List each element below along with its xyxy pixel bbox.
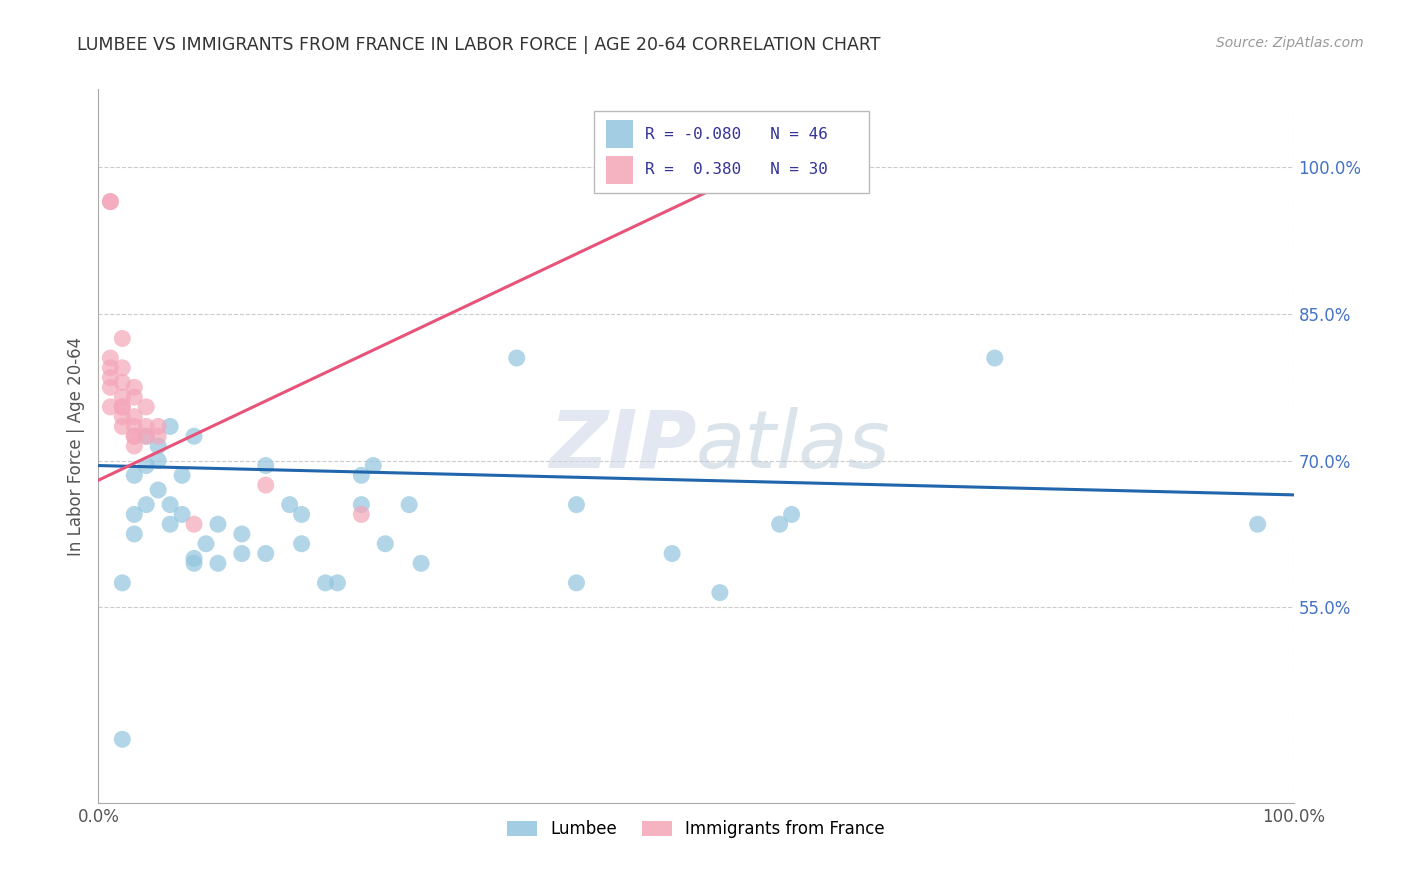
Point <box>350 498 373 512</box>
Point <box>148 419 170 434</box>
Point <box>111 400 134 414</box>
Point <box>148 429 170 443</box>
Point <box>124 527 146 541</box>
Point <box>398 498 420 512</box>
Point <box>291 537 314 551</box>
Point <box>98 370 122 384</box>
Point <box>148 439 170 453</box>
Point <box>135 498 157 512</box>
FancyBboxPatch shape <box>606 155 633 184</box>
Legend: Lumbee, Immigrants from France: Lumbee, Immigrants from France <box>501 814 891 845</box>
Point <box>111 732 134 747</box>
Text: LUMBEE VS IMMIGRANTS FROM FRANCE IN LABOR FORCE | AGE 20-64 CORRELATION CHART: LUMBEE VS IMMIGRANTS FROM FRANCE IN LABO… <box>77 36 880 54</box>
Point <box>326 575 349 590</box>
Point <box>135 419 157 434</box>
Y-axis label: In Labor Force | Age 20-64: In Labor Force | Age 20-64 <box>66 336 84 556</box>
Point <box>148 453 170 467</box>
Point <box>124 429 146 443</box>
Point <box>159 498 181 512</box>
Point <box>172 468 194 483</box>
Point <box>124 409 146 424</box>
Point <box>350 468 373 483</box>
Point <box>172 508 194 522</box>
Point <box>135 429 157 443</box>
Point <box>98 194 122 209</box>
Point <box>506 351 529 365</box>
Point <box>291 508 314 522</box>
Point <box>111 575 134 590</box>
Point <box>135 429 157 443</box>
Point <box>254 547 277 561</box>
Point <box>98 351 122 365</box>
Point <box>111 331 134 345</box>
Point <box>363 458 385 473</box>
Point <box>135 400 157 414</box>
Point <box>98 194 122 209</box>
Point <box>111 400 134 414</box>
Text: R = -0.080   N = 46: R = -0.080 N = 46 <box>644 127 828 142</box>
Point <box>111 376 134 390</box>
Text: ZIP: ZIP <box>548 407 696 485</box>
Point <box>661 547 683 561</box>
Point <box>98 360 122 375</box>
Point <box>111 409 134 424</box>
Point <box>565 498 588 512</box>
Point <box>709 585 731 599</box>
Point <box>183 557 205 571</box>
FancyBboxPatch shape <box>595 111 869 193</box>
Point <box>111 360 134 375</box>
Point <box>183 551 205 566</box>
Point <box>231 547 253 561</box>
Point <box>374 537 396 551</box>
Point <box>1247 517 1270 532</box>
Point <box>98 400 122 414</box>
Point <box>780 508 803 522</box>
Point <box>183 517 205 532</box>
Point <box>159 419 181 434</box>
Text: R =  0.380   N = 30: R = 0.380 N = 30 <box>644 162 828 178</box>
Point <box>207 557 229 571</box>
Point <box>124 468 146 483</box>
Point <box>111 390 134 404</box>
Point <box>98 380 122 394</box>
Point <box>411 557 433 571</box>
Point <box>124 419 146 434</box>
Point <box>195 537 218 551</box>
Point <box>315 575 337 590</box>
Point <box>984 351 1007 365</box>
Point <box>148 483 170 497</box>
FancyBboxPatch shape <box>606 120 633 148</box>
Point <box>159 517 181 532</box>
Point <box>183 429 205 443</box>
Point <box>207 517 229 532</box>
Point <box>124 508 146 522</box>
Point <box>124 439 146 453</box>
Point <box>768 517 790 532</box>
Point <box>565 575 588 590</box>
Point <box>124 429 146 443</box>
Point <box>124 380 146 394</box>
Point <box>111 419 134 434</box>
Text: Source: ZipAtlas.com: Source: ZipAtlas.com <box>1216 36 1364 50</box>
Point <box>350 508 373 522</box>
Point <box>124 390 146 404</box>
Text: atlas: atlas <box>696 407 891 485</box>
Point <box>254 478 277 492</box>
Point <box>278 498 301 512</box>
Point <box>135 458 157 473</box>
Point <box>231 527 253 541</box>
Point <box>254 458 277 473</box>
